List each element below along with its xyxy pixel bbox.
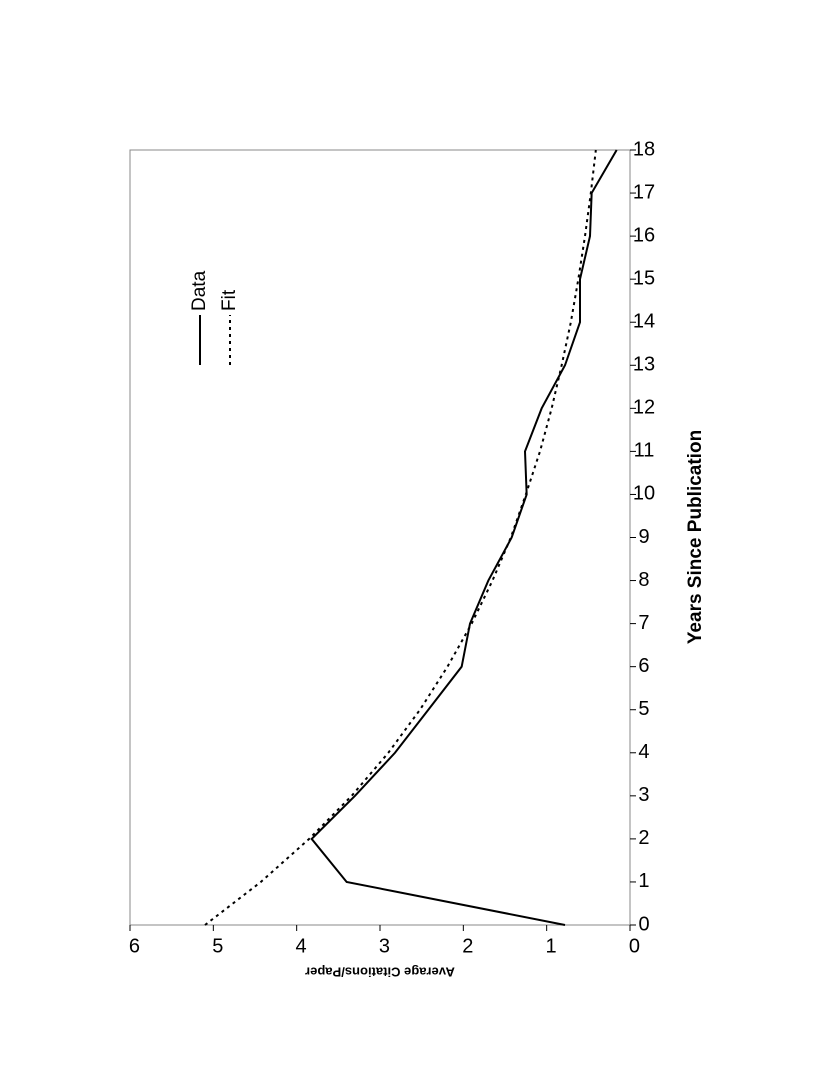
x-tick-label: 10 (633, 483, 655, 505)
x-tick-label: 13 (633, 354, 655, 376)
x-tick-label: 9 (638, 526, 649, 548)
y-tick-label: 3 (379, 935, 390, 957)
x-tick-label: 5 (638, 698, 649, 720)
x-axis-title: Years Since Publication (685, 430, 706, 644)
y-tick-label: 1 (546, 935, 557, 957)
x-tick-label: 0 (638, 913, 649, 935)
x-tick-label: 11 (634, 440, 655, 462)
x-tick-label: 14 (633, 311, 655, 333)
y-axis-title: Average Citations/Paper (305, 965, 455, 980)
x-tick-label: 2 (638, 827, 649, 849)
y-tick-label: 2 (462, 935, 473, 957)
x-tick-label: 15 (633, 267, 655, 289)
x-tick-label: 12 (633, 397, 655, 419)
x-tick-label: 4 (638, 741, 649, 763)
x-tick-label: 3 (638, 784, 649, 806)
y-tick-label: 0 (629, 935, 640, 957)
y-tick-label: 5 (212, 935, 223, 957)
x-tick-label: 18 (633, 138, 655, 160)
legend-label: Fit (219, 289, 240, 311)
y-tick-label: 4 (296, 935, 307, 957)
plot-frame (129, 149, 631, 926)
x-tick-label: 1 (638, 870, 649, 892)
series-line (310, 149, 618, 926)
y-tick-label: 6 (129, 935, 140, 957)
x-tick-label: 8 (638, 569, 649, 591)
series-line (204, 149, 597, 926)
x-tick-label: 17 (633, 181, 655, 203)
x-tick-label: 6 (638, 655, 649, 677)
x-tick-label: 7 (638, 612, 649, 634)
legend-label: Data (189, 270, 210, 311)
chart: Years Since Publication Average Citation… (129, 138, 706, 979)
x-tick-label: 16 (633, 224, 655, 246)
